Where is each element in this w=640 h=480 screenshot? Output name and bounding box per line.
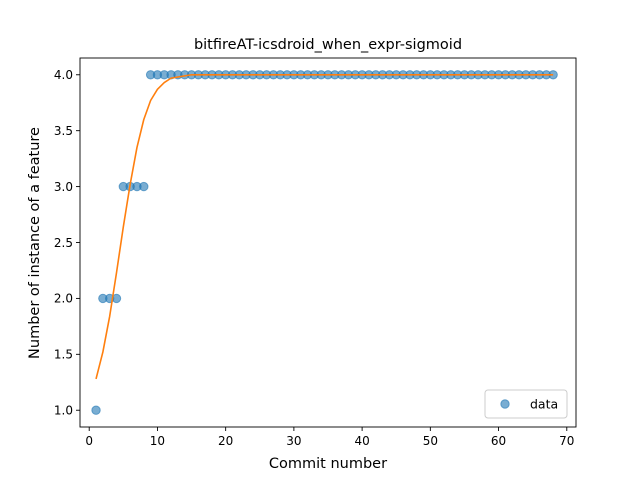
x-axis-label: Commit number xyxy=(269,456,387,472)
y-tick-label: 3.0 xyxy=(54,180,73,194)
fit-line xyxy=(95,73,554,380)
x-tick-label: 50 xyxy=(423,434,438,448)
y-axis-label: Number of instance of a feature xyxy=(27,127,43,359)
x-tick-label: 10 xyxy=(150,434,165,448)
legend-label: data xyxy=(530,397,558,412)
legend-box xyxy=(484,389,568,419)
x-tick-label: 40 xyxy=(354,434,369,448)
x-tick-label: 20 xyxy=(218,434,233,448)
y-tick-label: 2.5 xyxy=(54,236,73,250)
x-tick-label: 0 xyxy=(85,434,93,448)
y-tick-label: 1.5 xyxy=(54,348,73,362)
y-tick-label: 1.0 xyxy=(54,404,73,418)
y-tick-label: 3.5 xyxy=(54,124,73,138)
data-point xyxy=(91,405,101,415)
x-tick-label: 70 xyxy=(559,434,574,448)
x-tick-label: 30 xyxy=(286,434,301,448)
legend-marker xyxy=(500,399,510,409)
y-tick-label: 4.0 xyxy=(54,68,73,82)
x-tick-label: 60 xyxy=(491,434,506,448)
plot-layer: 0 10 20 30 40 50 60 70 1.0 1.5 2.0 2.5 3.0 3.5 4.0 data xyxy=(54,57,577,448)
y-tick-label: 2.0 xyxy=(54,292,73,306)
chart-title: bitfireAT-icsdroid_when_expr-sigmoid xyxy=(194,37,462,53)
data-point xyxy=(139,181,149,192)
legend: data xyxy=(484,389,568,419)
